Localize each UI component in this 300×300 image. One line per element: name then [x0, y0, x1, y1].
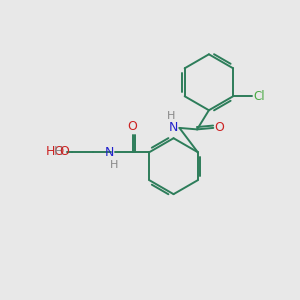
Text: Cl: Cl: [254, 90, 265, 103]
Text: N: N: [105, 146, 114, 159]
Text: O: O: [59, 146, 69, 158]
Text: O: O: [214, 122, 224, 134]
Text: H: H: [54, 146, 63, 158]
Text: H: H: [167, 111, 176, 122]
Text: HO: HO: [46, 146, 65, 158]
Text: N: N: [169, 121, 178, 134]
Text: O: O: [128, 120, 137, 133]
Text: H: H: [110, 160, 118, 170]
